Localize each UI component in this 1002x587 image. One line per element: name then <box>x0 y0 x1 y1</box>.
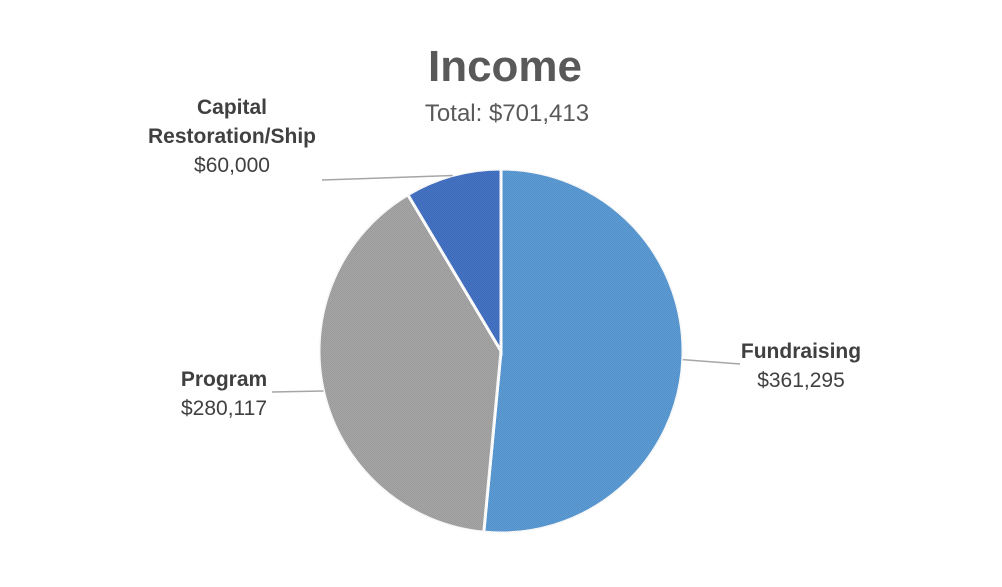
value-label-fundraising: $361,295 <box>757 369 845 392</box>
pie-slice-fundraising <box>482 167 685 535</box>
value-label-program: $280,117 <box>181 397 267 420</box>
category-label-capital-restoration-ship: Restoration/Ship <box>148 125 316 148</box>
pie-slices <box>317 167 685 535</box>
chart-subtitle: Total: $701,413 <box>425 100 589 127</box>
category-label-capital-restoration-ship: Capital <box>197 96 267 119</box>
leader-line-capital-restoration-ship <box>321 174 453 181</box>
data-labels: Fundraising $361,295 Program $280,117 Capita… <box>148 96 861 420</box>
value-label-capital-restoration-ship: $60,000 <box>194 154 270 177</box>
leader-line-program <box>271 390 324 393</box>
chart-title: Income <box>428 42 582 91</box>
leader-lines <box>271 174 741 393</box>
category-label-fundraising: Fundraising <box>741 340 861 363</box>
category-label-program: Program <box>181 368 267 391</box>
leader-line-fundraising <box>682 358 741 365</box>
